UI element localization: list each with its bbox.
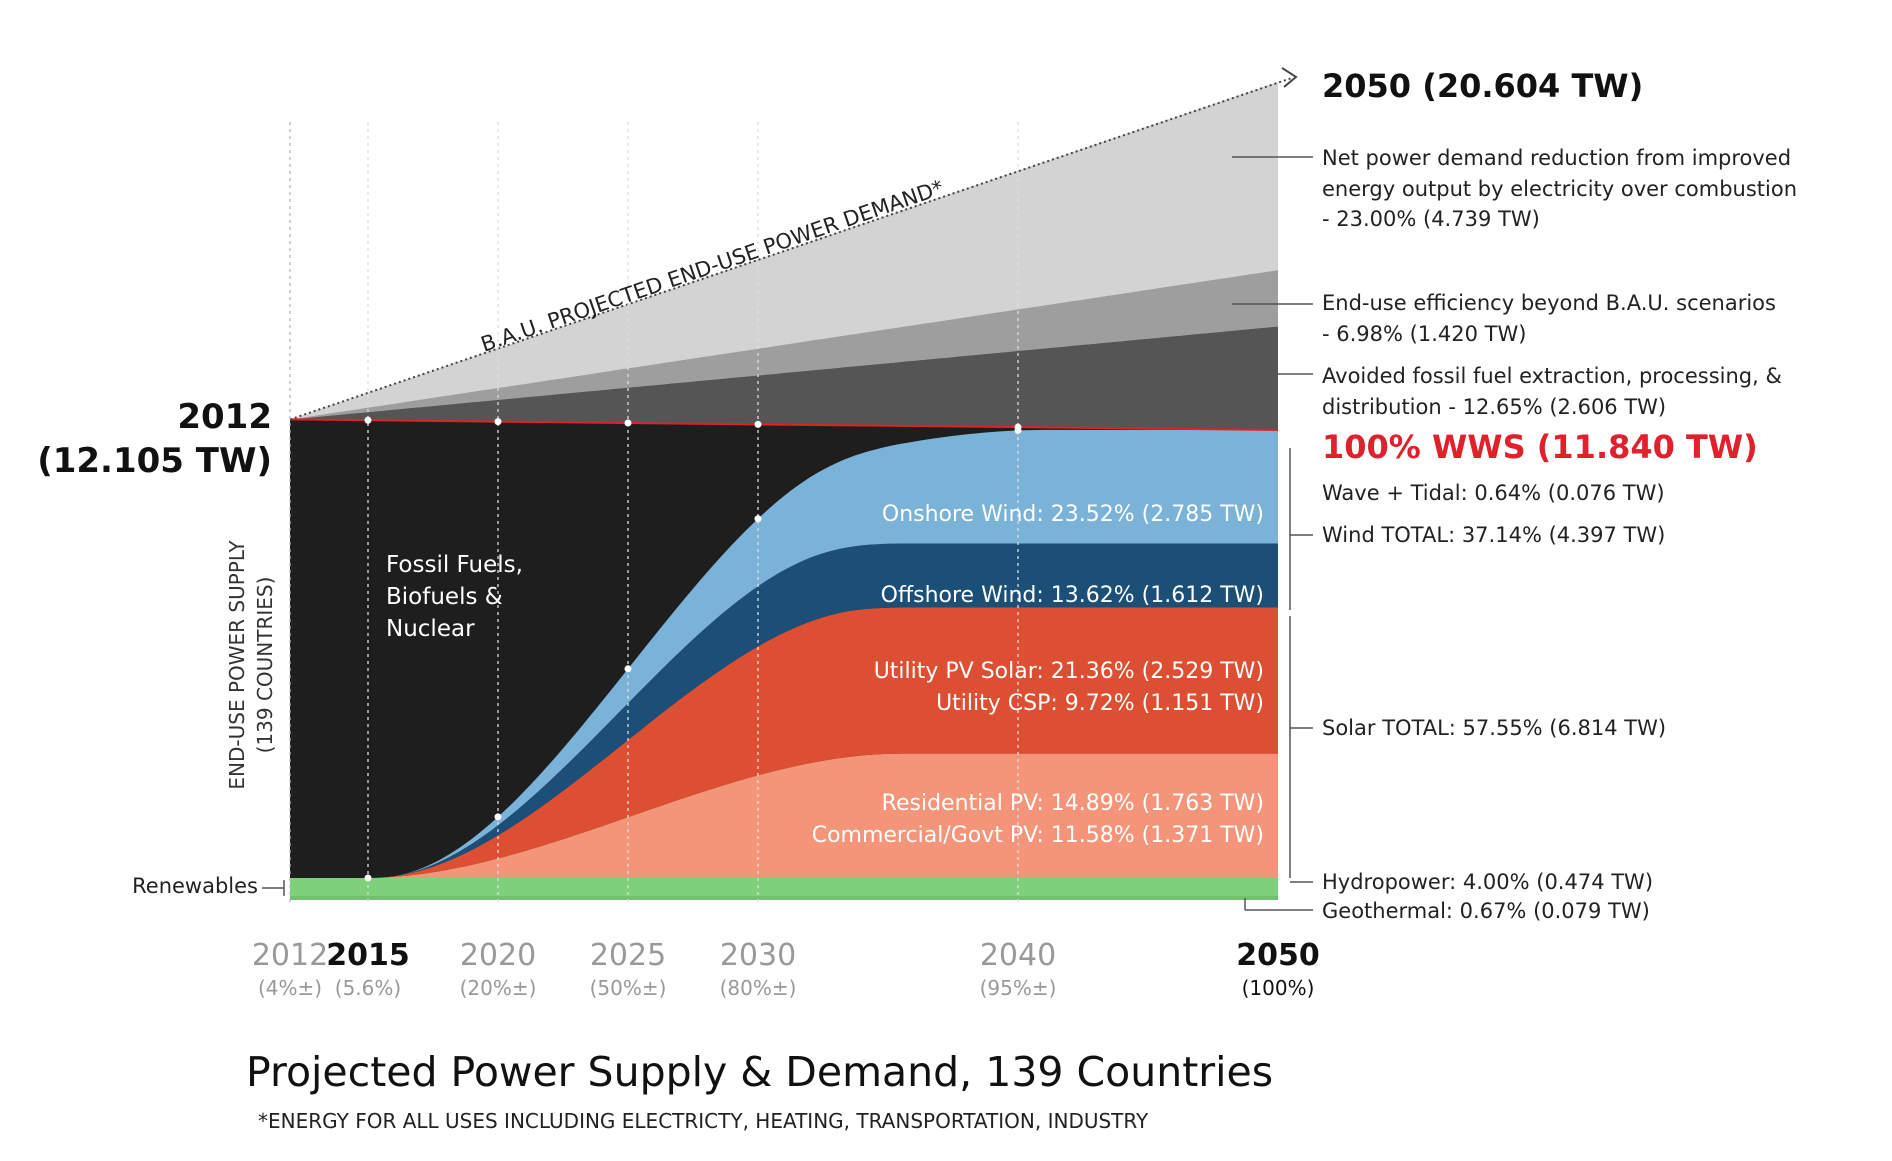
y-axis-label-line2: (139 COUNTRIES) — [253, 577, 277, 754]
areas-layer — [289, 67, 1298, 900]
total-supply-line — [289, 418, 1279, 431]
avoided-fossil-area — [290, 326, 1278, 430]
renewables-dot-2040 — [1014, 426, 1022, 434]
wave-tidal-label: Wave + Tidal: 0.64% (0.076 TW) — [1322, 481, 1665, 505]
efficiency-label-1: End-use efficiency beyond B.A.U. scenari… — [1322, 291, 1776, 315]
x-tick-year: 2020 — [460, 938, 536, 973]
electricity-reduction-area — [290, 82, 1278, 420]
utility-csp-label: Utility CSP: 9.72% (1.151 TW) — [936, 691, 1264, 716]
geothermal-area — [290, 896, 1278, 900]
onshore-wind-label: Onshore Wind: 23.52% (2.785 TW) — [882, 502, 1264, 527]
x-tick-share: (20%±) — [460, 976, 537, 1000]
commercial-pv-label: Commercial/Govt PV: 11.58% (1.371 TW) — [812, 823, 1264, 848]
offshore-wind-label: Offshore Wind: 13.62% (1.612 TW) — [881, 583, 1264, 608]
x-tick-year: 2012 — [252, 938, 328, 973]
x-tick-share: (95%±) — [980, 976, 1057, 1000]
wind-total-label: Wind TOTAL: 37.14% (4.397 TW) — [1322, 523, 1665, 547]
efficiency-area — [290, 270, 1278, 420]
gridlines-layer — [289, 122, 1022, 904]
start-label-year: 2012 — [177, 397, 272, 437]
x-tick-share: (4%±) — [258, 976, 322, 1000]
renewables-dot-2020 — [494, 813, 502, 821]
fossil-label-line1: Fossil Fuels, — [386, 552, 523, 578]
chart-subtitle: *ENERGY FOR ALL USES INCLUDING ELECTRICT… — [258, 1109, 1149, 1133]
renewables-dot-2025 — [624, 665, 632, 673]
residential-commercial-pv-area — [290, 753, 1278, 878]
electricity-reduction-label-3: - 23.00% (4.739 TW) — [1322, 207, 1540, 231]
x-tick-year: 2050 — [1236, 938, 1320, 973]
supply-dot-2020 — [494, 418, 502, 426]
chart-title: Projected Power Supply & Demand, 139 Cou… — [246, 1048, 1273, 1096]
utility-solar-area — [290, 607, 1278, 878]
x-tick-year: 2030 — [720, 938, 796, 973]
y-axis-label-line1: END-USE POWER SUPPLY — [225, 540, 249, 790]
end-label: 2050 (20.604 TW) — [1322, 67, 1643, 105]
annotations-layer — [262, 156, 1313, 911]
residential-pv-label: Residential PV: 14.89% (1.763 TW) — [882, 791, 1264, 816]
electricity-reduction-label-2: energy output by electricity over combus… — [1322, 177, 1797, 201]
offshore-wind-area — [290, 543, 1278, 878]
onshore-wind-area — [290, 429, 1278, 878]
supply-dot-2025 — [624, 419, 632, 427]
supply-dot-2030 — [754, 420, 762, 428]
x-tick-year: 2015 — [326, 938, 410, 973]
x-axis-ticks: 2012 (4%±)2015 (5.6%) 2020 (20%±) 2025 (50%±) 2… — [252, 938, 1320, 1000]
avoided-fossil-label-2: distribution - 12.65% (2.606 TW) — [1322, 395, 1666, 419]
wws-total-label: 100% WWS (11.840 TW) — [1322, 428, 1758, 466]
x-tick-share: (80%±) — [720, 976, 797, 1000]
x-tick-share: (5.6%) — [335, 976, 401, 1000]
electricity-reduction-label-1: Net power demand reduction from improved — [1322, 146, 1791, 170]
fossil-label-line3: Nuclear — [386, 616, 475, 642]
hydropower-area — [290, 878, 1278, 897]
renewables-dot-2030 — [754, 515, 762, 523]
renewables-label: Renewables — [132, 874, 258, 898]
x-tick-year: 2025 — [590, 938, 666, 973]
bau-demand-arrow — [1281, 67, 1298, 88]
geothermal-label: Geothermal: 0.67% (0.079 TW) — [1322, 899, 1650, 923]
utility-pv-label: Utility PV Solar: 21.36% (2.529 TW) — [874, 659, 1264, 684]
solar-total-label: Solar TOTAL: 57.55% (6.814 TW) — [1322, 716, 1666, 740]
avoided-fossil-label-1: Avoided fossil fuel extraction, processi… — [1322, 364, 1782, 388]
x-tick-year: 2040 — [980, 938, 1056, 973]
fossil-label-line2: Biofuels & — [386, 584, 503, 610]
hydropower-label: Hydropower: 4.00% (0.474 TW) — [1322, 870, 1653, 894]
supply-dot-2015 — [364, 416, 372, 424]
x-tick-share: (100%) — [1242, 976, 1315, 1000]
x-tick-share: (50%±) — [590, 976, 667, 1000]
start-label-value: (12.105 TW) — [37, 441, 272, 481]
efficiency-label-2: - 6.98% (1.420 TW) — [1322, 322, 1526, 346]
bau-demand-line — [289, 77, 1293, 421]
renewables-dot-2015 — [364, 874, 372, 882]
